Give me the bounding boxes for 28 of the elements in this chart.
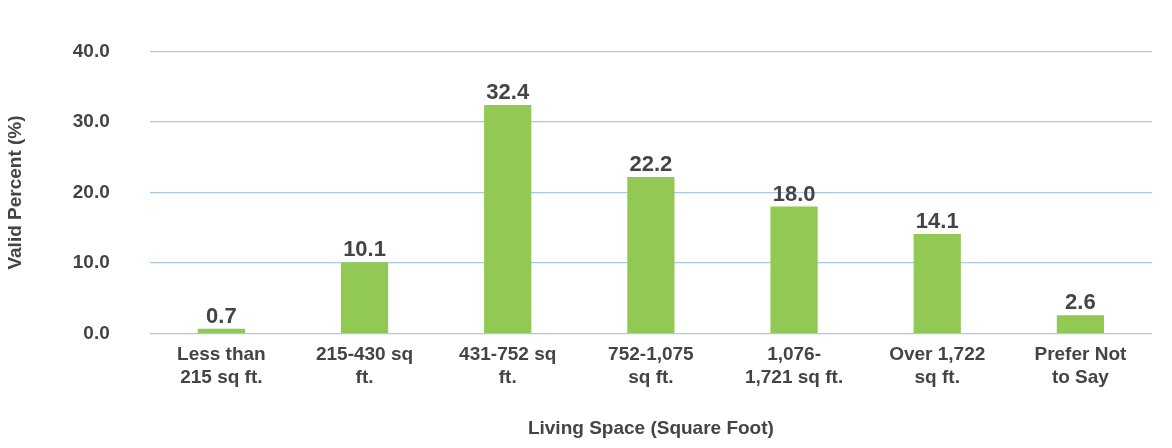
data-label: 14.1 [915, 208, 959, 234]
data-label: 32.4 [486, 79, 530, 105]
y-axis-title: Valid Percent (%) [3, 115, 25, 270]
x-tick-label: 1,076-1,721 sq ft. [744, 343, 844, 388]
y-tick-label: 30.0 [72, 110, 110, 132]
bar [913, 234, 961, 333]
x-tick-label: 752-1,075 sq ft. [608, 343, 695, 388]
bar [340, 262, 389, 333]
bar [1056, 315, 1105, 333]
x-tick-label: Over 1,722 sq ft. [889, 343, 986, 388]
bar [770, 206, 818, 333]
x-tick-label: Less than 215 sq ft. [177, 343, 266, 388]
y-tick-label: 10.0 [72, 251, 110, 273]
data-label: 22.2 [629, 151, 673, 177]
bar [627, 176, 675, 333]
y-tick-label: 20.0 [72, 180, 110, 202]
x-tick-label: 431-752 sq ft. [459, 343, 557, 388]
bar [484, 105, 532, 333]
data-label: 0.7 [206, 302, 237, 328]
data-label: 2.6 [1065, 289, 1096, 315]
data-label: 18.0 [772, 180, 816, 206]
x-axis-title: Living Space (Square Foot) [527, 416, 774, 438]
bar [197, 328, 245, 333]
data-label: 10.1 [343, 236, 386, 262]
x-tick-label: Prefer Not to Say [1034, 343, 1128, 388]
x-tick-label: 215-430 sq ft. [315, 343, 414, 388]
y-tick-label: 40.0 [72, 39, 110, 61]
y-tick-label: 0.0 [83, 321, 110, 343]
